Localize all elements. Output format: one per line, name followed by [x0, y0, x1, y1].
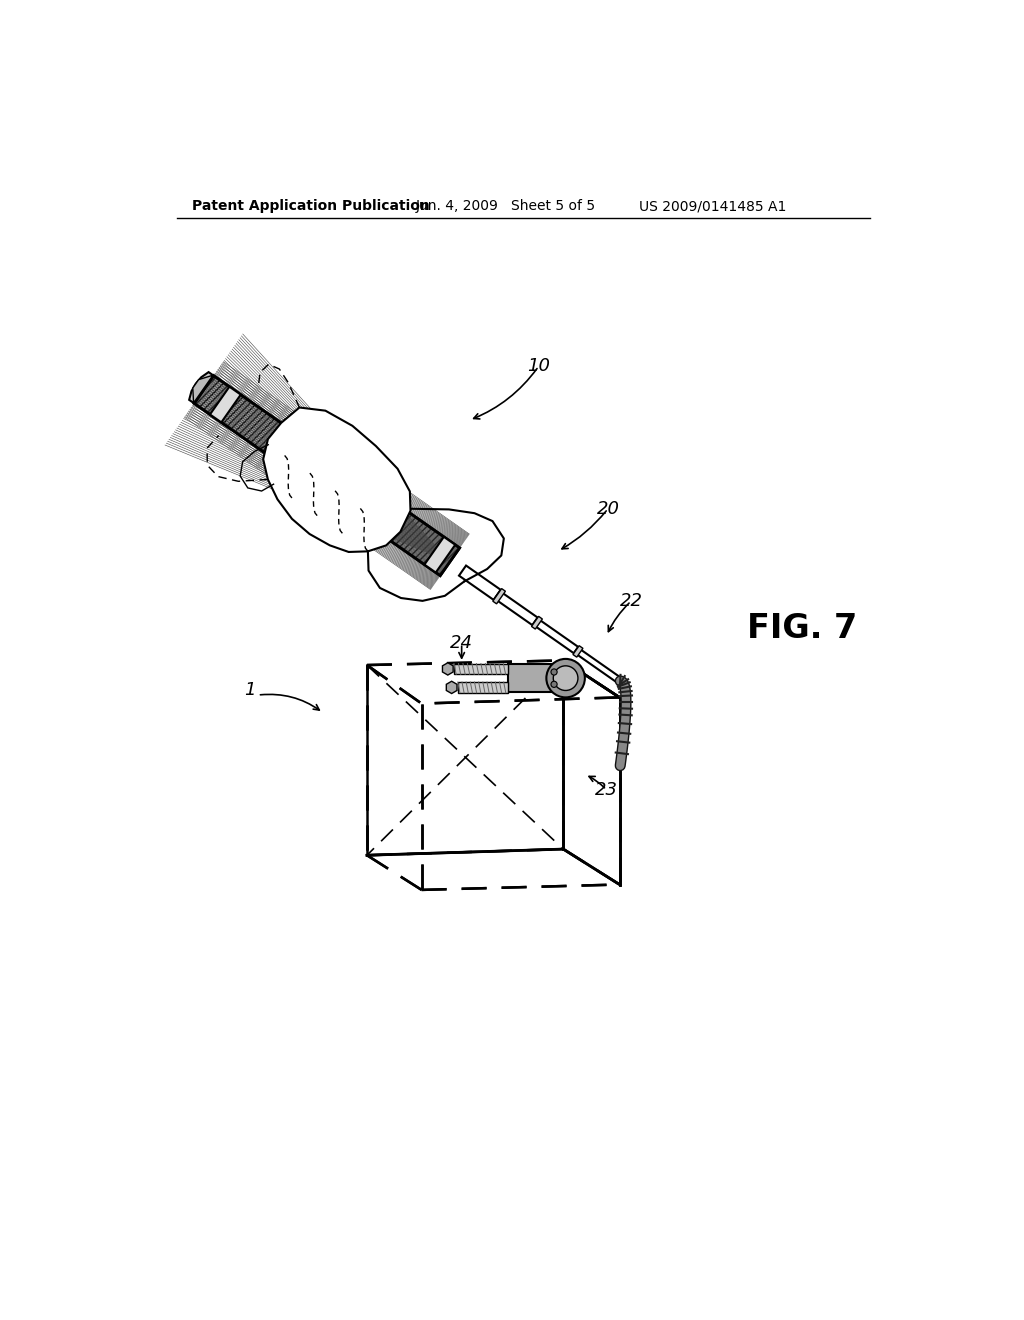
Polygon shape — [454, 664, 508, 675]
Polygon shape — [574, 648, 622, 684]
Polygon shape — [495, 591, 538, 626]
Polygon shape — [424, 537, 456, 573]
Polygon shape — [210, 387, 241, 422]
Circle shape — [553, 665, 578, 690]
Polygon shape — [195, 376, 460, 576]
Text: US 2009/0141485 A1: US 2009/0141485 A1 — [639, 199, 786, 213]
Polygon shape — [459, 565, 501, 599]
Text: 22: 22 — [620, 593, 643, 610]
Polygon shape — [193, 375, 213, 403]
Circle shape — [551, 681, 557, 688]
Polygon shape — [442, 663, 454, 675]
Polygon shape — [446, 681, 457, 693]
Polygon shape — [458, 682, 508, 693]
Text: 1: 1 — [244, 681, 256, 698]
Polygon shape — [493, 589, 506, 603]
Text: 10: 10 — [527, 358, 550, 375]
Text: FIG. 7: FIG. 7 — [746, 611, 857, 644]
Circle shape — [551, 669, 557, 675]
Text: 20: 20 — [596, 500, 620, 517]
Polygon shape — [508, 664, 562, 692]
Text: 23: 23 — [595, 781, 617, 799]
Polygon shape — [573, 645, 583, 657]
Polygon shape — [189, 372, 214, 404]
Polygon shape — [531, 616, 543, 630]
Circle shape — [547, 659, 585, 697]
Text: Patent Application Publication: Patent Application Publication — [193, 199, 430, 213]
Polygon shape — [532, 618, 579, 653]
Text: 24: 24 — [451, 635, 473, 652]
Text: Jun. 4, 2009   Sheet 5 of 5: Jun. 4, 2009 Sheet 5 of 5 — [416, 199, 596, 213]
Polygon shape — [263, 408, 411, 552]
